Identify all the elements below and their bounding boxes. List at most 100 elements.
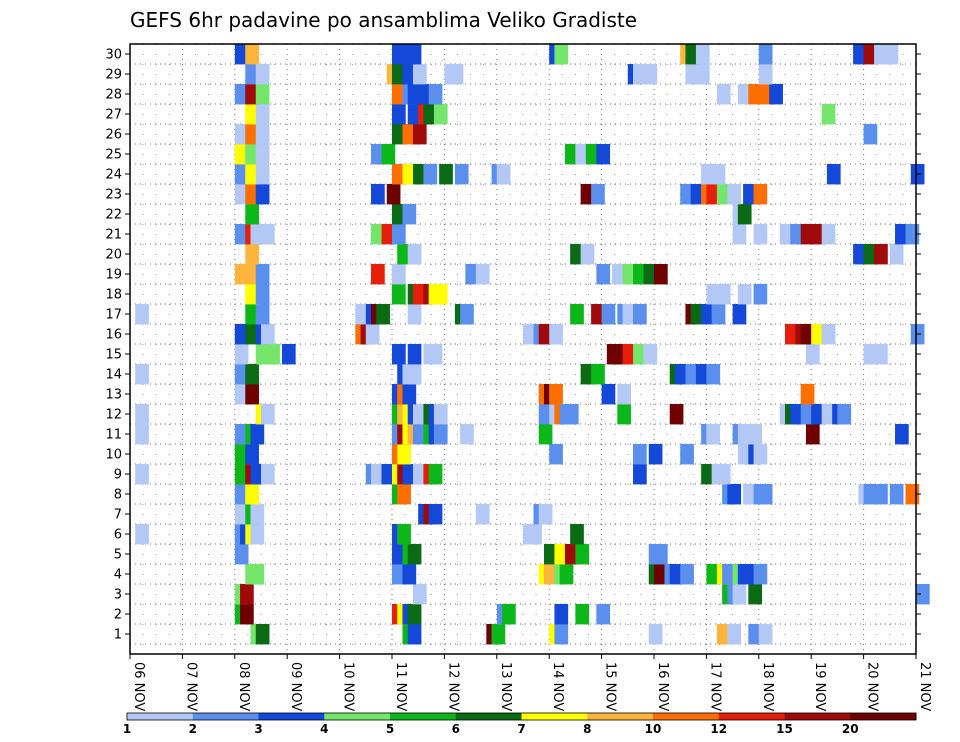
heatmap-cell [669, 404, 684, 425]
heatmap-cell [743, 484, 757, 505]
heatmap-cell [690, 304, 705, 325]
heatmap-cell [669, 564, 684, 585]
heatmap-cell [523, 324, 537, 345]
heatmap-cell [575, 544, 590, 565]
heatmap-cell [737, 84, 752, 105]
heatmap-cell [601, 304, 616, 325]
heatmap-cell [245, 84, 259, 105]
colorbar: 1 2 3 4 5 6 7 8 10 12 15 20 [123, 712, 917, 736]
heatmap-cell [491, 624, 506, 645]
x-tick-label: 13 NOV [498, 662, 513, 711]
heatmap-cell [234, 424, 249, 445]
heatmap-cell [596, 144, 611, 165]
heatmap-cell [255, 124, 270, 145]
heatmap-cell [234, 144, 249, 165]
x-tick-label: 06 NOV [131, 662, 146, 711]
heatmap-cell [612, 264, 626, 285]
heatmap-cell [674, 364, 689, 385]
y-tick-label: 4 [114, 568, 122, 583]
y-tick-label: 18 [105, 288, 122, 303]
heatmap-cell [554, 624, 569, 645]
heatmap-cell [381, 224, 396, 245]
heatmap-cell [643, 264, 658, 285]
heatmap-cell [475, 264, 490, 285]
heatmap-cell [245, 284, 259, 305]
colorbar-label: 12 [710, 722, 727, 736]
chart-title: GEFS 6hr padavine po ansamblima Veliko G… [130, 8, 637, 32]
heatmap-cell [737, 564, 752, 585]
heatmap-cell [234, 484, 249, 505]
x-tick-label: 20 NOV [865, 662, 880, 711]
heatmap-cell [753, 444, 768, 465]
colorbar-swatch [258, 713, 325, 720]
heatmap-cell [716, 624, 731, 645]
heatmap-cell [392, 544, 406, 565]
heatmap-cell [701, 464, 715, 485]
heatmap-cell [753, 224, 768, 245]
heatmap-cell [397, 244, 411, 265]
heatmap-cell [433, 284, 448, 305]
heatmap-cell [779, 224, 794, 245]
heatmap-cell [743, 184, 757, 205]
heatmap-cell [255, 64, 270, 85]
heatmap-cell [412, 284, 427, 305]
heatmap-cell [392, 124, 406, 145]
x-tick-label: 07 NOV [183, 662, 198, 711]
x-tick-label: 12 NOV [445, 662, 460, 711]
heatmap-cell [234, 264, 249, 285]
heatmap-cell [245, 244, 259, 265]
colorbar-swatch [390, 713, 457, 720]
heatmap-cell [407, 604, 422, 625]
heatmap-cell [805, 344, 820, 365]
heatmap-cell [412, 584, 427, 605]
heatmap-cell [392, 264, 406, 285]
heatmap-cell [758, 64, 773, 85]
heatmap-cell [863, 124, 878, 145]
heatmap-cell [245, 144, 259, 165]
heatmap-cell [371, 224, 385, 245]
heatmap-cell [549, 444, 563, 465]
heatmap-cell [732, 304, 747, 325]
colorbar-swatch [192, 713, 259, 720]
y-tick-label: 14 [105, 368, 122, 383]
heatmap-cell [245, 384, 259, 405]
heatmap-cell [570, 304, 584, 325]
heatmap-cell [240, 604, 254, 625]
heatmap-cell [392, 44, 406, 65]
heatmap-cell [397, 484, 411, 505]
heatmap-cell [371, 464, 385, 485]
heatmap-cell [622, 304, 637, 325]
y-tick-label: 29 [105, 68, 122, 83]
heatmap-cell [575, 604, 590, 625]
heatmap-cell [737, 444, 752, 465]
heatmap-cell [680, 184, 694, 205]
heatmap-cell [701, 304, 715, 325]
heatmap-cell [245, 204, 259, 225]
heatmap-cell [402, 464, 417, 485]
heatmap-cell [376, 304, 390, 325]
heatmap-cell [407, 104, 422, 125]
heatmap-cell [596, 264, 611, 285]
heatmap-cell [412, 64, 427, 85]
heatmap-cell [874, 244, 888, 265]
heatmap-cell [654, 564, 668, 585]
heatmap-cell [737, 284, 752, 305]
heatmap-cell [402, 384, 417, 405]
heatmap-cell [407, 364, 422, 385]
y-tick-label: 28 [105, 88, 122, 103]
heatmap-cell [564, 404, 579, 425]
heatmap-cell [564, 544, 579, 565]
x-tick-label: 14 NOV [550, 662, 565, 711]
heatmap-cell [711, 304, 726, 325]
heatmap-cell [412, 464, 427, 485]
x-tick-label: 21 NOV [917, 662, 932, 711]
colorbar-label: 5 [386, 722, 394, 736]
y-tick-label: 25 [105, 148, 122, 163]
x-tick-label: 08 NOV [236, 662, 251, 711]
heatmap-cell [863, 344, 878, 365]
heatmap-cell [570, 244, 584, 265]
x-tick-label: 11 NOV [393, 662, 408, 711]
heatmap-cell [643, 64, 658, 85]
heatmap-cell [874, 44, 888, 65]
